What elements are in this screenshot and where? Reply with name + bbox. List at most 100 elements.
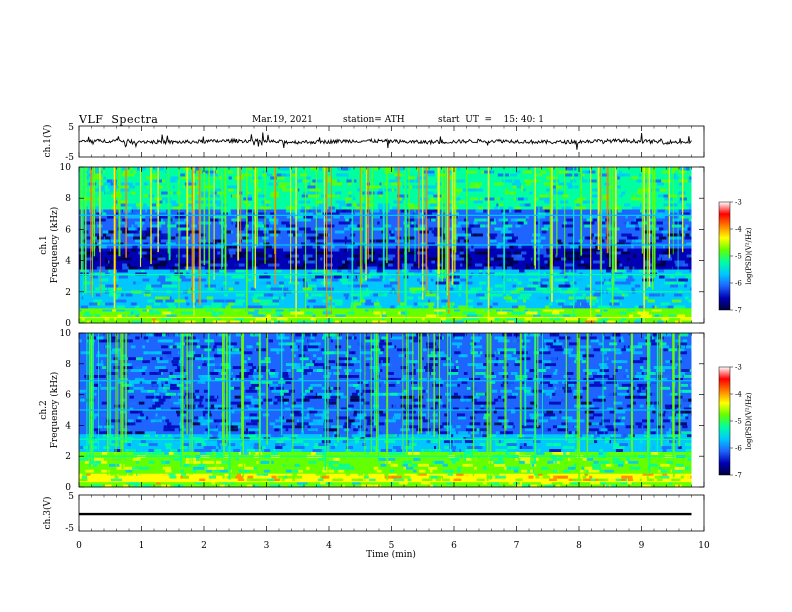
spectrogram-speckle — [324, 275, 336, 279]
spectrogram-speckle — [381, 469, 385, 473]
spectrogram-speckle — [487, 305, 493, 309]
spectrogram-speckle — [251, 439, 263, 444]
spectrogram-speckle — [108, 460, 119, 464]
spectrogram-speckle — [493, 484, 498, 488]
spectrogram-speckle — [240, 436, 250, 441]
spectrogram-speckle — [591, 239, 600, 243]
spectrogram-speckle — [87, 167, 99, 171]
spectrogram-speckle — [379, 212, 391, 216]
spectrogram-speckle — [181, 278, 192, 282]
spectrogram-speckle — [557, 424, 566, 429]
spectrogram-speckle — [149, 412, 156, 417]
spectrogram-speckle — [104, 170, 116, 174]
spectrogram-speckle — [603, 308, 608, 312]
spectrogram-speckle — [688, 281, 693, 285]
spectrogram-speckle — [238, 251, 247, 255]
spectrogram-speckle — [183, 272, 190, 276]
spectrogram-speckle — [248, 167, 256, 171]
spectrogram-speckle — [631, 287, 635, 291]
spectrogram-band — [79, 191, 692, 195]
spectrogram-speckle — [104, 191, 115, 195]
spectrogram-speckle — [547, 284, 551, 288]
spectrogram-speckle — [540, 439, 546, 444]
spectrogram-speckle — [161, 236, 171, 240]
spectrogram-speckle — [114, 317, 117, 321]
spectrogram-speckle — [218, 445, 221, 449]
spectrogram-speckle — [496, 203, 499, 207]
spectrogram-speckle — [353, 299, 359, 303]
spectrogram-speckle — [656, 305, 668, 309]
spectrogram-speckle — [351, 433, 361, 438]
spectrogram-speckle — [342, 209, 354, 213]
spectrogram-speckle — [320, 299, 324, 303]
spectrogram-speckle — [264, 448, 271, 452]
spectrogram-speckle — [88, 209, 92, 213]
sferic-spike — [466, 167, 468, 314]
spectrogram-speckle — [306, 305, 310, 309]
spectrogram-speckle — [553, 469, 558, 473]
spectrogram-speckle — [387, 257, 393, 261]
spectrogram-speckle — [590, 215, 603, 219]
spectrogram-speckle — [615, 269, 626, 273]
spectrogram-speckle — [534, 221, 539, 225]
spectrogram-speckle — [605, 260, 610, 264]
spectrogram-speckle — [568, 430, 572, 435]
spectrogram-speckle — [268, 448, 274, 452]
spectrogram-speckle — [315, 472, 327, 476]
spectrogram-speckle — [655, 263, 666, 267]
spectrogram-speckle — [503, 251, 509, 255]
spectrogram-speckle — [623, 248, 628, 252]
spectrogram-speckle — [100, 269, 109, 273]
spectrogram-speckle — [176, 484, 184, 488]
spectrogram-speckle — [100, 206, 104, 210]
spectrogram-speckle — [569, 257, 582, 261]
spectrogram-speckle — [275, 448, 283, 452]
spectrogram-speckle — [236, 457, 240, 461]
spectrogram-speckle — [399, 404, 405, 408]
spectrogram-speckle — [247, 475, 254, 479]
spectrogram-speckle — [466, 299, 473, 303]
spectrogram-speckle — [564, 251, 575, 255]
spectrogram-speckle — [643, 296, 649, 300]
spectrogram-speckle — [313, 305, 324, 309]
spectrogram-speckle — [469, 311, 476, 315]
spectrogram-speckle — [581, 254, 592, 258]
spectrogram-speckle — [655, 314, 659, 318]
spectrogram-speckle — [659, 191, 670, 195]
spectrogram-speckle — [89, 272, 97, 276]
spectrogram-speckle — [305, 314, 313, 318]
spectrogram-speckle — [173, 266, 178, 270]
spectrogram-speckle — [327, 296, 333, 300]
spectrogram-speckle — [457, 191, 460, 195]
spectrogram-speckle — [650, 469, 657, 473]
spectrogram-speckle — [385, 218, 391, 222]
spectrogram-speckle — [475, 320, 485, 324]
spectrogram-speckle — [577, 224, 583, 228]
spectrogram-speckle — [187, 179, 193, 183]
spectrogram-speckle — [466, 424, 477, 429]
spectrogram-speckle — [325, 224, 335, 228]
spectrogram-speckle — [479, 197, 483, 201]
spectrogram-speckle — [681, 227, 690, 231]
spectrogram-speckle — [335, 314, 347, 318]
spectrogram-speckle — [473, 200, 483, 204]
spectrogram-speckle — [508, 421, 514, 426]
spectrogram-speckle — [552, 451, 564, 455]
spectrogram-speckle — [213, 418, 216, 423]
spectrogram-speckle — [597, 427, 604, 432]
spectrogram-speckle — [180, 173, 186, 177]
spectrogram-speckle — [231, 236, 240, 240]
spectrogram-speckle — [554, 460, 557, 464]
sferic-spike — [408, 167, 410, 253]
spectrogram-speckle — [266, 260, 276, 264]
spectrogram-speckle — [525, 215, 529, 219]
spectrogram-speckle — [184, 320, 196, 324]
spectrogram-speckle — [495, 457, 498, 461]
spectrogram-speckle — [617, 407, 623, 411]
spectrogram-speckle — [89, 182, 98, 186]
spectrogram-speckle — [644, 272, 649, 276]
spectrogram-speckle — [666, 194, 678, 198]
spectrogram-speckle — [473, 439, 477, 444]
spectrogram-speckle — [366, 281, 371, 285]
spectrogram-speckle — [391, 475, 402, 479]
